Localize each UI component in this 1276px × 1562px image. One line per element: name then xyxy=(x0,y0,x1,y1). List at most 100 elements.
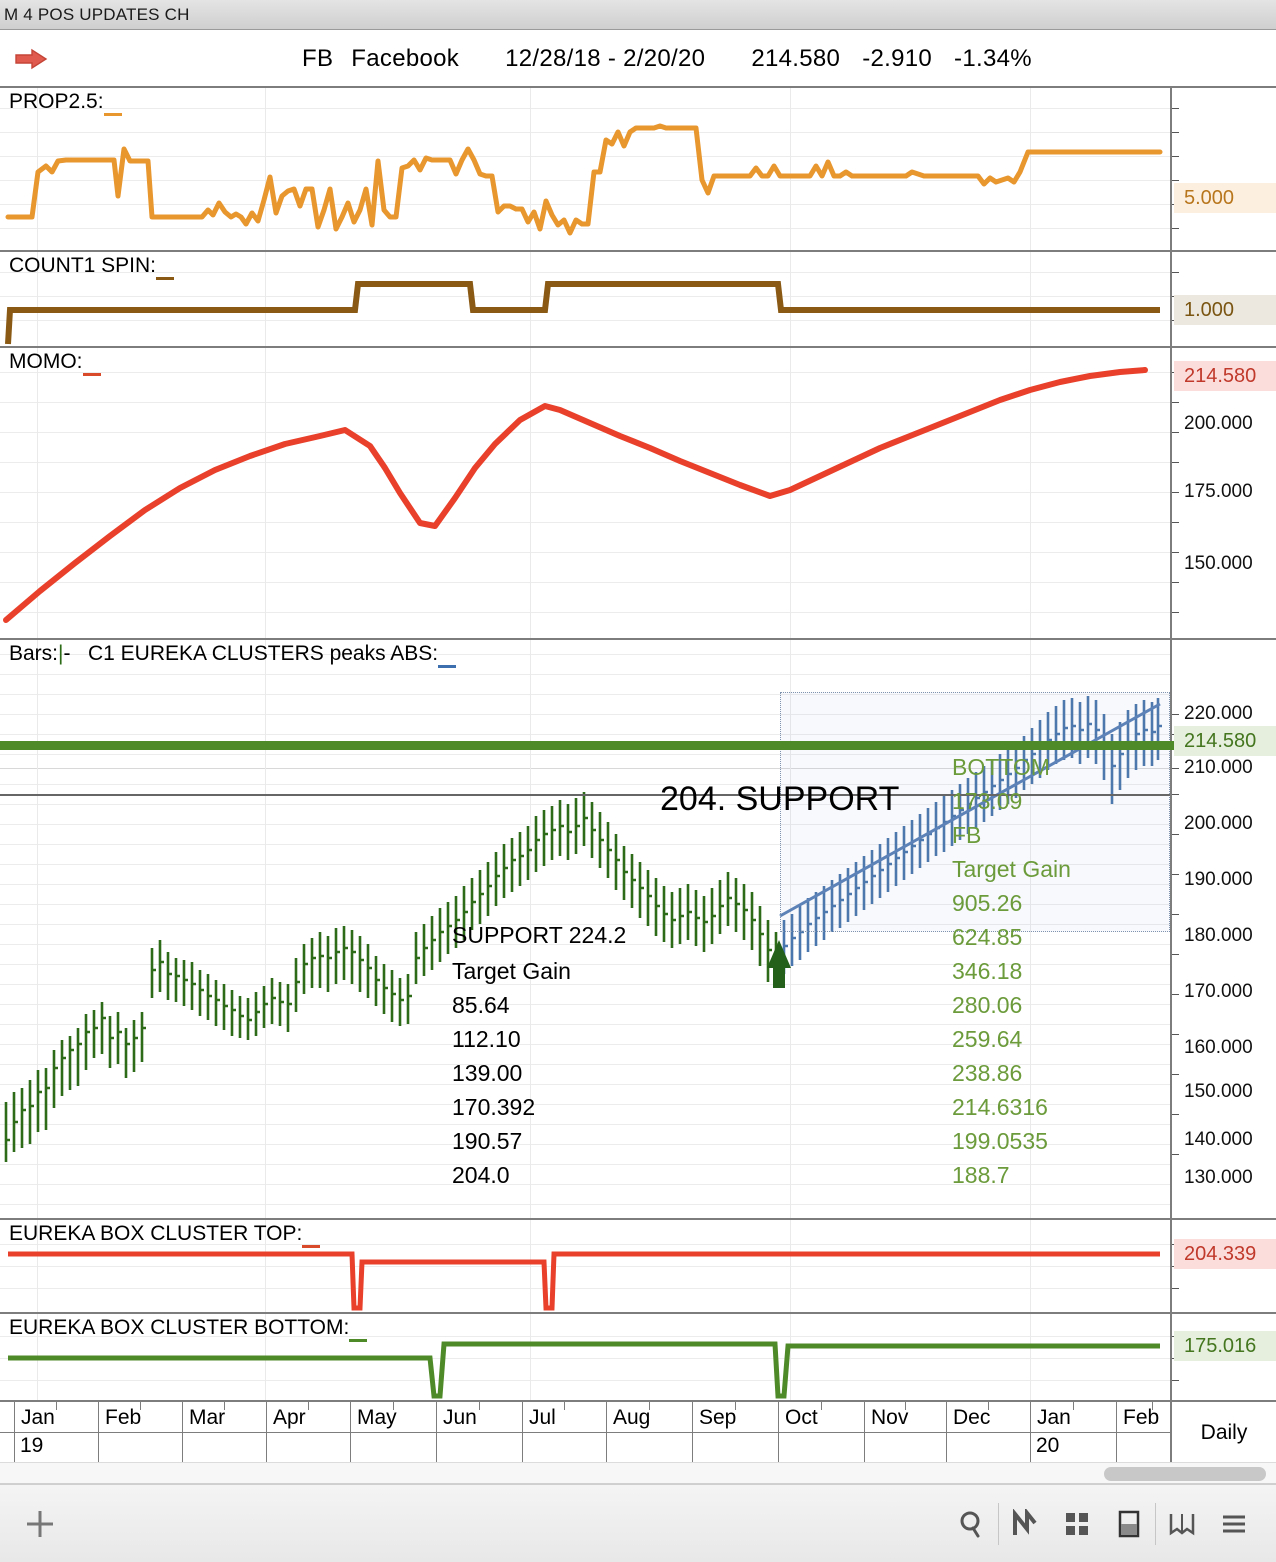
eureka-top-series xyxy=(8,1251,1160,1311)
instrument-last-price: 214.580 xyxy=(751,45,841,72)
date-axis-may-19: May xyxy=(350,1402,436,1464)
menu-icon[interactable] xyxy=(1208,1498,1260,1550)
right-block-value-3: 280.06 xyxy=(952,992,1023,1018)
date-axis-feb-19: Feb xyxy=(98,1402,182,1464)
panel-main-gutter: 220.000 210.000 200.000 190.000 180.000 … xyxy=(1170,640,1276,1218)
date-axis-year-19: 19 xyxy=(20,1434,44,1457)
right-block-value-7: 199.0535 xyxy=(952,1128,1048,1154)
instrument-date-range[interactable]: 12/28/18 - 2/20/20 xyxy=(505,45,706,72)
bars-label-text: C1 EUREKA CLUSTERS peaks ABS: xyxy=(88,642,439,665)
panel-eureka-box-cluster-top[interactable]: EUREKA BOX CLUSTER TOP: 204.339 xyxy=(0,1220,1276,1312)
panel-prop25-label-text: PROP2.5: xyxy=(9,90,104,113)
left-block-value-3: 170.392 xyxy=(452,1094,536,1120)
panel-eureka-bottom-plot[interactable] xyxy=(0,1314,1170,1400)
date-axis-aug-19: Aug xyxy=(606,1402,692,1464)
right-block-value-6: 214.6316 xyxy=(952,1094,1048,1120)
panel-count1-spin[interactable]: COUNT1 SPIN: 1.000 xyxy=(0,252,1276,346)
left-block-value-5: 204.0 xyxy=(452,1162,510,1188)
right-block-value-5: 238.86 xyxy=(952,1060,1023,1086)
main-axis-label-190: 190.000 xyxy=(1184,869,1253,890)
date-axis[interactable]: Jan Feb Mar Apr May Jun Jul Aug Sep Oct … xyxy=(0,1400,1276,1464)
panel-momo-gutter: 214.580 200.000 175.000 150.000 xyxy=(1170,348,1276,638)
left-block-value-0: 85.64 xyxy=(452,992,510,1018)
date-axis-jul-19: Jul xyxy=(522,1402,606,1464)
date-axis-oct-19: Oct xyxy=(778,1402,864,1464)
main-axis-label-160: 160.000 xyxy=(1184,1037,1253,1058)
grid-icon[interactable] xyxy=(1051,1498,1103,1550)
buy-signal-arrow xyxy=(767,940,791,988)
book-icon[interactable] xyxy=(1156,1498,1208,1550)
instrument-change: -2.910 xyxy=(862,45,933,72)
add-icon[interactable] xyxy=(14,1498,66,1550)
date-axis-year-20: 20 xyxy=(1036,1434,1060,1457)
left-block-value-4: 190.57 xyxy=(452,1128,523,1154)
right-block-symbol: FB xyxy=(952,822,982,848)
main-axis-label-200: 200.000 xyxy=(1184,813,1253,834)
panel-momo-plot[interactable] xyxy=(0,348,1170,638)
chart-line-icon[interactable] xyxy=(999,1498,1051,1550)
panel-prop25[interactable]: PROP2.5: 0.000 5.000 xyxy=(0,88,1276,250)
momo-axis-label-200: 200.000 xyxy=(1184,413,1253,434)
right-block-value-1: 624.85 xyxy=(952,924,1023,950)
date-axis-nov-19: Nov xyxy=(864,1402,946,1464)
left-block-title: SUPPORT 224.2 xyxy=(452,922,627,948)
date-axis-sep-19: Sep xyxy=(692,1402,778,1464)
panel-prop25-plot[interactable] xyxy=(0,88,1170,250)
instrument-symbol[interactable]: FB xyxy=(302,45,334,72)
main-axis-label-180: 180.000 xyxy=(1184,925,1253,946)
right-arrow-icon[interactable] xyxy=(14,48,48,70)
right-block-value-2: 346.18 xyxy=(952,958,1023,984)
toolbar-divider-2 xyxy=(1155,1502,1156,1545)
eureka-bottom-value-badge: 175.016 xyxy=(1174,1331,1276,1361)
panel-momo-label: MOMO: xyxy=(9,350,101,376)
panel-main-bars[interactable]: Bars:||-- C1 EUREKA CLUSTERS peaks ABS: … xyxy=(0,640,1276,1218)
price-bars-pre-signal xyxy=(4,792,780,1162)
main-axis-label-210: 210.000 xyxy=(1184,757,1253,778)
horizontal-scrollbar-thumb[interactable] xyxy=(1104,1467,1266,1481)
panel-count1-label-text: COUNT1 SPIN: xyxy=(9,254,157,277)
eureka-top-label-text: EUREKA BOX CLUSTER TOP: xyxy=(9,1222,303,1245)
chart-period-label[interactable]: Daily xyxy=(1170,1402,1276,1464)
bottom-toolbar[interactable] xyxy=(0,1484,1276,1562)
momo-axis-label-150: 150.000 xyxy=(1184,553,1253,574)
panel-count1-label: COUNT1 SPIN: xyxy=(9,254,175,280)
panel-prop25-label: PROP2.5: xyxy=(9,90,122,116)
eureka-bottom-series xyxy=(8,1341,1160,1399)
main-axis-label-140: 140.000 xyxy=(1184,1129,1253,1150)
panel-eureka-bottom-label: EUREKA BOX CLUSTER BOTTOM: xyxy=(9,1316,368,1342)
panel-main-plot[interactable] xyxy=(0,640,1170,1218)
panel-eureka-top-plot[interactable] xyxy=(0,1220,1170,1312)
layout-icon[interactable] xyxy=(1103,1498,1155,1550)
main-axis-label-150: 150.000 xyxy=(1184,1081,1253,1102)
count1-value-badge: 1.000 xyxy=(1174,295,1276,325)
panel-eureka-top-gutter: 204.339 xyxy=(1170,1220,1276,1312)
main-axis-label-170: 170.000 xyxy=(1184,981,1253,1002)
panel-count1-plot[interactable] xyxy=(0,252,1170,346)
panel-eureka-box-cluster-bottom[interactable]: EUREKA BOX CLUSTER BOTTOM: 175.016 xyxy=(0,1314,1276,1400)
price-reference-line-21458 xyxy=(0,741,1276,750)
trendline xyxy=(779,702,1161,918)
panel-momo-label-text: MOMO: xyxy=(9,350,83,373)
momo-series xyxy=(3,367,1148,623)
date-axis-feb-20: Feb xyxy=(1116,1402,1170,1464)
panel-momo[interactable]: MOMO: 214.580 200.000 175.000 150.000 xyxy=(0,348,1276,638)
date-axis-jan-20: Jan xyxy=(1030,1402,1116,1464)
main-value-badge: 214.580 xyxy=(1174,726,1276,756)
momo-axis-label-175: 175.000 xyxy=(1184,481,1253,502)
search-icon[interactable] xyxy=(946,1498,998,1550)
window-title-bar: M 4 POS UPDATES CH xyxy=(0,0,1276,30)
prop25-series xyxy=(5,123,1163,236)
instrument-header: FB Facebook 12/28/18 - 2/20/20 214.580 -… xyxy=(0,30,1276,88)
panel-count1-gutter: 1.000 xyxy=(1170,252,1276,346)
date-axis-jan-19: Jan xyxy=(14,1402,98,1464)
panel-main-label: Bars:||-- C1 EUREKA CLUSTERS peaks ABS: xyxy=(9,642,457,668)
right-block-title: BOTTOM xyxy=(952,754,1050,780)
signal-selection-box[interactable] xyxy=(780,692,1170,932)
panel-prop25-gutter: 0.000 5.000 xyxy=(1170,88,1276,250)
toolbar-divider-1 xyxy=(998,1502,999,1545)
right-block-value-0: 905.26 xyxy=(952,890,1023,916)
right-block-value-4: 259.64 xyxy=(952,1026,1023,1052)
date-axis-apr-19: Apr xyxy=(266,1402,350,1464)
eureka-top-value-badge: 204.339 xyxy=(1174,1239,1276,1269)
horizontal-scrollbar[interactable] xyxy=(0,1462,1276,1484)
